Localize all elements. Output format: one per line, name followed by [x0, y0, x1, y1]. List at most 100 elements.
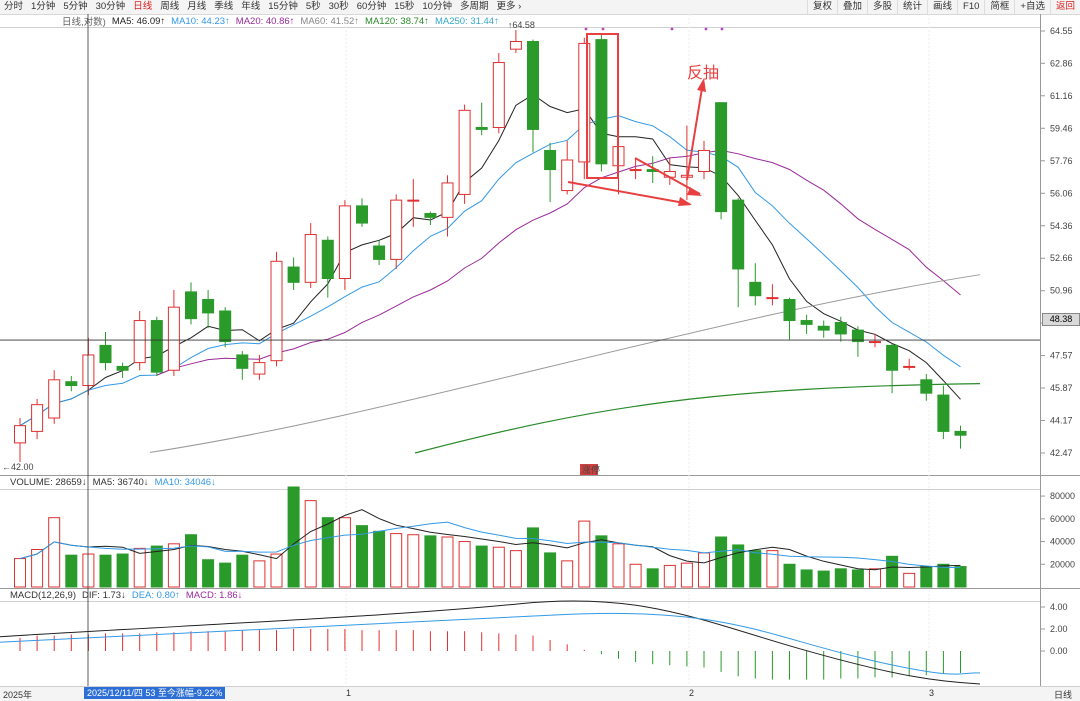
- price-axis-label: 42.47: [1050, 448, 1073, 458]
- volume-bar: [356, 525, 368, 588]
- candle-body: [851, 329, 864, 343]
- signal-dot: [584, 27, 588, 31]
- volume-axis-label: 40000: [1050, 537, 1075, 547]
- candle-body: [270, 260, 283, 362]
- legend-vol-ma10: MA10: 34046↓: [154, 476, 216, 488]
- volume-bar: [48, 517, 61, 588]
- crosshair-date-box: 2025/12/11/四 53 至今涨幅-9.22%: [84, 687, 226, 699]
- volume-axis-label: 80000: [1050, 491, 1075, 501]
- price-axis-label: 57.76: [1050, 156, 1073, 166]
- price-axis-label: 44.17: [1050, 416, 1073, 426]
- period-tab-8[interactable]: 年线: [241, 1, 261, 12]
- volume-bar: [424, 535, 437, 588]
- volume-bar: [920, 566, 933, 588]
- tool-button-3[interactable]: 统计: [897, 0, 927, 14]
- volume-bar: [937, 563, 950, 588]
- period-tab-16[interactable]: 更多 ›: [496, 1, 522, 12]
- candle-body: [595, 39, 608, 165]
- period-tab-9[interactable]: 15分钟: [268, 1, 298, 12]
- candle-body: [800, 320, 813, 325]
- tool-button-5[interactable]: F10: [957, 0, 984, 14]
- signal-dot: [704, 27, 708, 31]
- candle-body: [253, 362, 266, 375]
- price-axis-label: 54.36: [1050, 221, 1073, 231]
- volume-bar: [680, 562, 693, 588]
- period-tab-3[interactable]: 30分钟: [95, 1, 126, 12]
- arrow-line-2: [634, 157, 701, 195]
- tool-button-8[interactable]: 返回: [1049, 0, 1080, 14]
- tool-button-1[interactable]: 叠加: [836, 0, 867, 14]
- volume-bar: [869, 568, 881, 588]
- volume-bar: [578, 520, 591, 588]
- volume-bar: [646, 568, 659, 588]
- candle-body: [527, 41, 539, 130]
- candle-body: [903, 365, 916, 368]
- volume-bar: [219, 562, 232, 588]
- legend-dif: DIF: 1.73↓: [82, 589, 126, 601]
- candle-body: [834, 321, 847, 335]
- volume-bar: [629, 563, 642, 588]
- tool-button-0[interactable]: 复权: [806, 0, 837, 14]
- price-axis-label: 59.46: [1050, 123, 1073, 133]
- arrow-head-3: [697, 78, 706, 92]
- highlight-box: [586, 33, 619, 179]
- month-tick-1: 1: [346, 688, 352, 698]
- volume-bar: [561, 560, 574, 588]
- candle-body: [65, 381, 78, 387]
- candle-body: [937, 394, 950, 432]
- period-tab-0[interactable]: 分时: [4, 1, 24, 12]
- candle-body: [766, 297, 779, 300]
- volume-bar: [236, 554, 249, 588]
- period-tab-4[interactable]: 日线: [133, 1, 153, 12]
- volume-bar: [407, 534, 420, 588]
- period-tab-6[interactable]: 月线: [187, 1, 207, 12]
- period-tab-11[interactable]: 30秒: [328, 1, 349, 12]
- tool-button-4[interactable]: 画线: [927, 0, 957, 14]
- ma20-line: [156, 149, 961, 376]
- ma10-line: [19, 115, 961, 427]
- tool-button-2[interactable]: 多股: [866, 0, 897, 14]
- volume-bar: [663, 564, 676, 588]
- period-tab-12[interactable]: 60分钟: [356, 1, 387, 12]
- period-tab-15[interactable]: 多周期: [459, 1, 489, 12]
- volume-bar: [99, 554, 112, 588]
- arrow-head-2: [687, 187, 702, 196]
- period-tab-14[interactable]: 10分钟: [422, 1, 452, 12]
- price-axis-label: 45.87: [1050, 383, 1073, 393]
- tool-button-6[interactable]: 简框: [984, 0, 1014, 14]
- volume-bar: [373, 530, 386, 588]
- candle-body: [954, 430, 967, 436]
- candle-body: [99, 344, 112, 364]
- legend-macd-title: MACD(12,26,9): [10, 589, 76, 601]
- period-tab-1[interactable]: 1分钟: [31, 1, 56, 12]
- volume-bar: [14, 558, 26, 588]
- period-tab-13[interactable]: 15秒: [394, 1, 415, 12]
- tool-button-7[interactable]: +自选: [1014, 0, 1050, 14]
- kline-chart[interactable]: 64.55 62.86 61.16 59.46 57.76 56.06 54.36 52.66…: [0, 14, 1080, 686]
- candle-body: [236, 354, 249, 369]
- candle-body: [133, 320, 146, 364]
- candle-body: [886, 344, 899, 371]
- period-tab-10[interactable]: 5秒: [305, 1, 321, 12]
- volume-bar: [698, 552, 710, 588]
- candle-body: [390, 199, 403, 260]
- arrow-line-1: [567, 181, 691, 205]
- legend-ma5: MA5: 46.09↑: [111, 15, 166, 27]
- tool-buttons: 复权 叠加 多股 统计 画线 F10 简框 +自选 返回: [806, 0, 1080, 14]
- volume-bar: [834, 568, 847, 588]
- period-tab-2[interactable]: 5分钟: [63, 1, 88, 12]
- candle-body: [544, 149, 557, 171]
- price-axis-label: 61.16: [1050, 91, 1073, 101]
- candle-body: [31, 404, 44, 432]
- vol-ma5-line: [19, 509, 961, 571]
- volume-bar: [749, 550, 762, 588]
- volume-bar: [390, 533, 403, 588]
- legend-macd: MACD: 1.86↓: [185, 589, 243, 601]
- candle-body: [749, 281, 762, 297]
- period-tab-7[interactable]: 季线: [214, 1, 234, 12]
- candle-body: [698, 149, 710, 172]
- bottom-right-label[interactable]: 日线: [1053, 690, 1072, 700]
- volume-bar: [338, 517, 351, 588]
- volume-bar: [886, 555, 899, 588]
- period-tab-5[interactable]: 周线: [160, 1, 180, 12]
